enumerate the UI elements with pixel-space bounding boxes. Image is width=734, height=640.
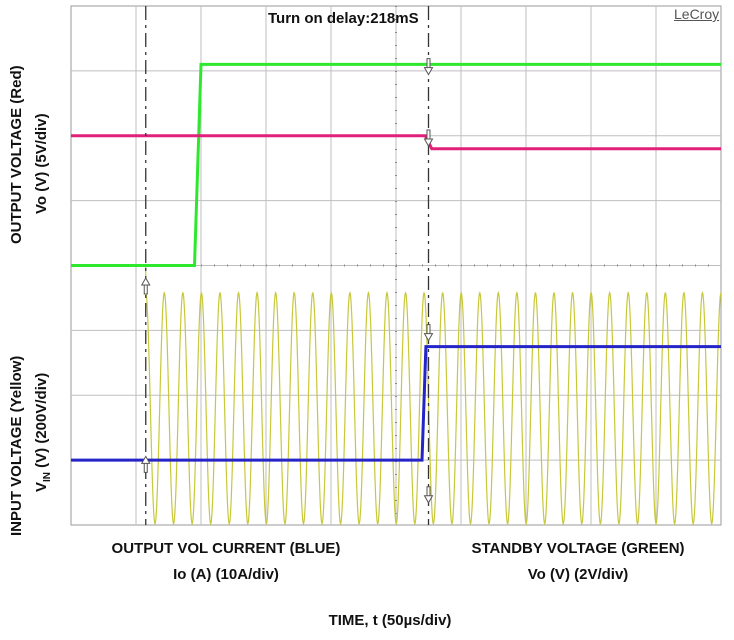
bottom-right-label-line2: Vo (V) (2V/div): [527, 566, 629, 583]
marker-arrow-icon: [140, 455, 151, 473]
bottom-left-label-line2: Io (A) (10A/div): [173, 566, 279, 583]
marker-arrow-icon: [423, 129, 434, 148]
y-label-upper-line2: Vo (V) (5V/div): [33, 113, 50, 214]
chart-title: Turn on delay:218mS: [268, 10, 419, 27]
marker-arrow-icon: [423, 324, 434, 342]
trace-green-standby-voltage: [71, 62, 721, 267]
y-label-lower-line2: VIN (V) (200V/div): [33, 372, 53, 492]
bottom-left-label-line1: OUTPUT VOL CURRENT (BLUE): [111, 540, 341, 557]
y-label-upper-line1: OUTPUT VOLTAGE (Red): [8, 65, 25, 244]
lecroy-logo: LeCroy: [674, 6, 720, 22]
y-label-lower-line1: INPUT VOLTAGE (Yellow): [8, 355, 25, 536]
x-axis-label: TIME, t (50µs/div): [328, 612, 452, 629]
bottom-right-label-line1: STANDBY VOLTAGE (GREEN): [471, 540, 685, 557]
marker-arrow-icon: [423, 486, 434, 504]
marker-arrow-icon: [140, 276, 151, 295]
marker-arrow-icon: [423, 58, 434, 76]
trace-yellow-input-voltage: [71, 264, 722, 526]
trace-blue-output-current: [71, 345, 721, 462]
